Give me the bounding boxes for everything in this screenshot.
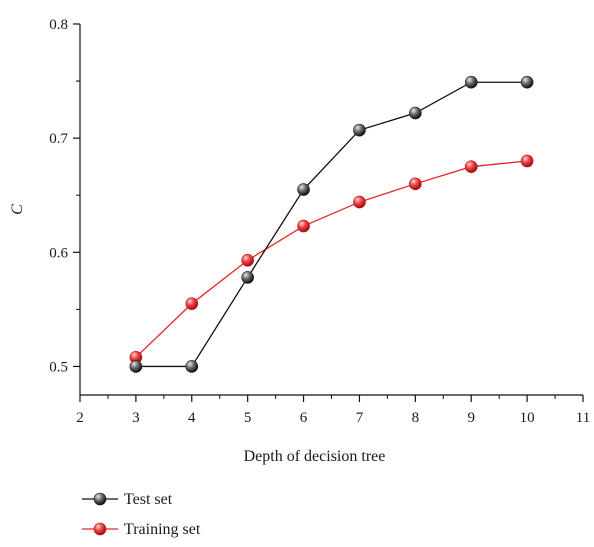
x-tick-label: 11 (576, 410, 590, 426)
data-point-0-4 (353, 123, 366, 137)
data-point-1-1 (185, 297, 199, 310)
y-axis-title: C (9, 204, 26, 215)
x-tick-label: 9 (467, 410, 475, 426)
x-tick-label: 7 (356, 410, 364, 426)
data-point-0-2 (241, 271, 254, 284)
x-tick-label: 3 (132, 410, 140, 426)
legend-label-1: Training set (124, 521, 201, 538)
y-tick-label: 0.5 (49, 359, 68, 375)
x-tick-label: 6 (300, 410, 308, 426)
legend-label-0: Test set (124, 491, 173, 508)
x-tick-label: 4 (188, 410, 196, 426)
series-line-0 (135, 81, 528, 368)
legend-marker-1 (93, 522, 107, 536)
x-tick-label: 10 (520, 410, 535, 426)
y-tick-label: 0.6 (49, 245, 68, 261)
data-point-0-1 (185, 360, 199, 373)
data-point-1-5 (409, 177, 422, 191)
x-tick-label: 2 (76, 410, 84, 426)
y-tick-label: 0.7 (49, 131, 68, 147)
series-line-1 (135, 160, 528, 358)
x-tick-label: 8 (412, 410, 420, 426)
y-tick-label: 0.8 (49, 17, 68, 33)
x-tick-label: 5 (244, 410, 252, 426)
x-axis-title: Depth of decision tree (244, 448, 386, 465)
data-point-0-0 (129, 360, 143, 373)
data-point-1-6 (464, 160, 478, 173)
legend-marker-0 (93, 492, 107, 506)
data-point-1-3 (297, 219, 310, 233)
data-point-0-5 (409, 106, 422, 120)
data-point-0-6 (464, 75, 478, 89)
data-point-1-7 (520, 154, 534, 168)
data-point-1-2 (241, 253, 254, 267)
data-point-0-7 (520, 75, 534, 89)
data-point-1-4 (353, 195, 366, 209)
data-point-0-3 (297, 183, 310, 196)
